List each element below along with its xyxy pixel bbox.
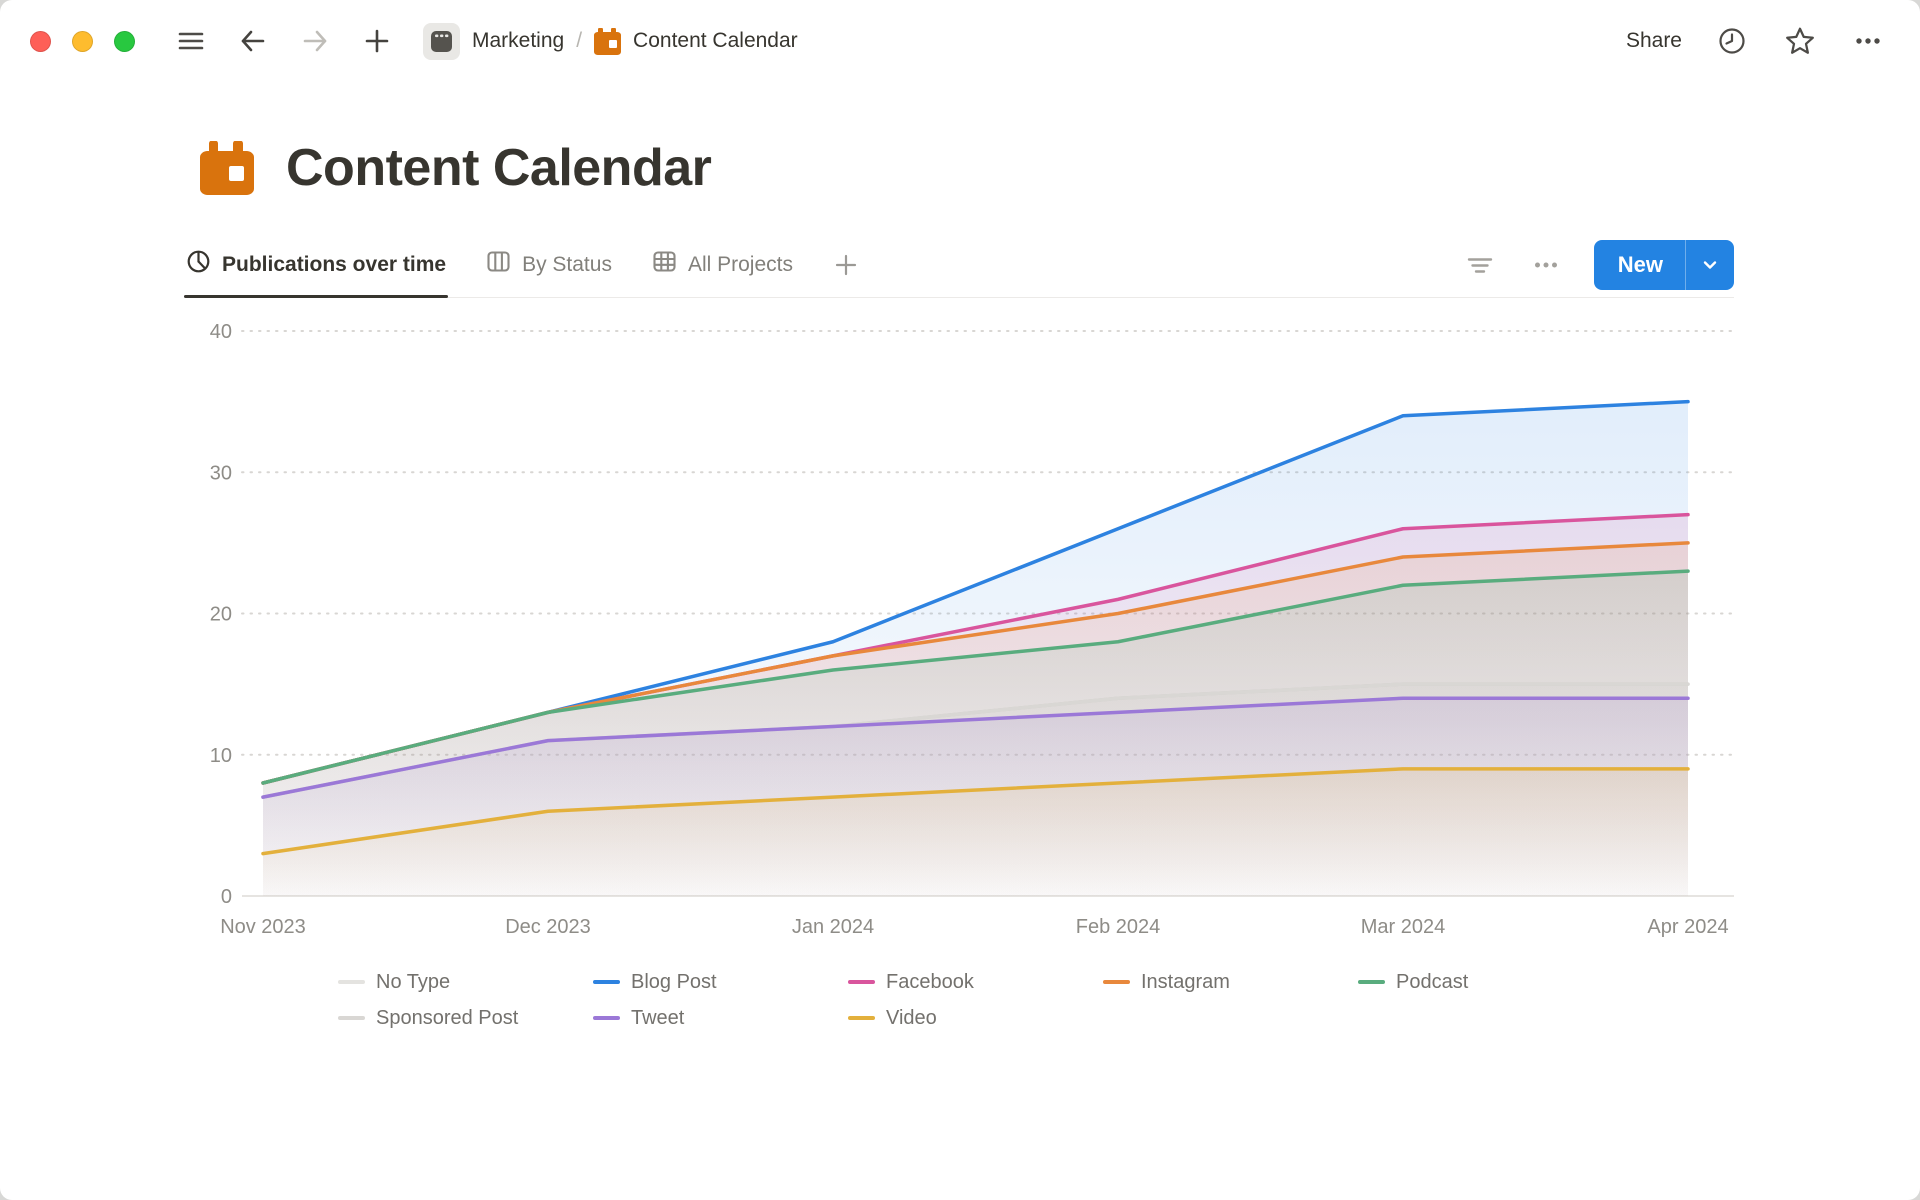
legend-swatch <box>1358 980 1385 984</box>
tab-label: All Projects <box>687 252 793 276</box>
sidebar-menu-icon[interactable] <box>173 23 209 59</box>
chart-legend: No Type Blog Post Facebook Instagram Podcast… <box>186 964 1734 1036</box>
legend-label: Instagram <box>1141 970 1230 993</box>
back-arrow-icon[interactable] <box>235 23 271 59</box>
page-calendar-icon[interactable] <box>200 141 254 195</box>
updates-clock-icon[interactable] <box>1714 23 1750 59</box>
y-axis-tick-label: 40 <box>210 321 232 343</box>
legend-label: No Type <box>376 970 451 993</box>
legend-label: Podcast <box>1396 970 1469 993</box>
x-axis-tick-label: Mar 2024 <box>1361 916 1446 938</box>
legend-item-facebook: Facebook <box>848 964 1103 1000</box>
favorite-star-icon[interactable] <box>1782 23 1818 59</box>
legend-row: Sponsored Post Tweet Video <box>338 1000 1734 1036</box>
filter-sort-icon[interactable] <box>1462 247 1498 283</box>
view-tabs-bar: Publications over time By Status All Pro… <box>183 232 1734 298</box>
view-more-options-icon[interactable] <box>1528 247 1564 283</box>
legend-swatch <box>338 1016 365 1020</box>
page-header: Content Calendar <box>186 138 1734 198</box>
legend-item-blog-post: Blog Post <box>593 964 848 1000</box>
new-button-label[interactable]: New <box>1617 251 1663 277</box>
y-axis-tick-label: 10 <box>210 745 232 767</box>
legend-swatch <box>848 1016 875 1020</box>
legend-label: Facebook <box>886 970 974 993</box>
breadcrumb-separator: / <box>576 29 583 52</box>
legend-swatch <box>848 980 875 984</box>
legend-item-tweet: Tweet <box>593 1000 848 1036</box>
new-button-chevron-down-icon[interactable] <box>1686 240 1734 290</box>
new-page-plus-icon[interactable] <box>359 23 395 59</box>
legend-swatch <box>338 980 365 984</box>
publications-area-chart: 0 10 20 30 40 Nov 2023 Dec 2023 Jan 2024 Feb 202… <box>210 321 1735 938</box>
line-video <box>261 767 1690 856</box>
traffic-lights <box>30 30 135 52</box>
board-columns-icon <box>486 249 511 280</box>
legend-swatch <box>593 980 620 984</box>
share-button[interactable]: Share <box>1625 29 1682 52</box>
legend-label: Sponsored Post <box>376 1006 519 1029</box>
line-tweet <box>261 696 1690 799</box>
calendar-icon <box>594 27 622 55</box>
zoom-window-button[interactable] <box>114 30 135 52</box>
area-video <box>263 768 1688 896</box>
tab-label: Publications over time <box>222 252 447 276</box>
legend-row: No Type Blog Post Facebook Instagram Podcast <box>338 964 1734 1000</box>
x-axis-tick-label: Feb 2024 <box>1076 916 1161 938</box>
breadcrumb-workspace[interactable]: Marketing <box>472 29 565 52</box>
legend-swatch <box>1103 980 1130 984</box>
table-icon <box>652 249 677 280</box>
forward-arrow-icon[interactable] <box>297 23 333 59</box>
line-podcast <box>261 569 1690 785</box>
legend-label: Blog Post <box>631 970 717 993</box>
x-axis-tick-label: Apr 2024 <box>1647 916 1728 938</box>
legend-item-no-type: No Type <box>338 964 593 1000</box>
legend-label: Tweet <box>631 1006 685 1029</box>
x-axis-tick-label: Nov 2023 <box>220 916 306 938</box>
pie-chart-icon <box>186 249 211 280</box>
legend-item-video: Video <box>848 1000 1103 1036</box>
tab-label: By Status <box>522 252 612 276</box>
y-axis-tick-label: 30 <box>210 462 232 484</box>
minimize-window-button[interactable] <box>72 30 93 52</box>
breadcrumb: Marketing / Content Calendar <box>423 22 798 60</box>
new-record-button[interactable]: New <box>1593 239 1734 290</box>
y-axis-tick-label: 20 <box>210 604 232 626</box>
window-topbar: Marketing / Content Calendar Share <box>0 0 1920 82</box>
add-view-plus-icon[interactable] <box>833 252 859 278</box>
breadcrumb-page[interactable]: Content Calendar <box>633 29 798 52</box>
legend-item-podcast: Podcast <box>1358 964 1613 1000</box>
new-button-divider <box>1685 239 1686 290</box>
x-axis-tick-label: Jan 2024 <box>792 916 874 938</box>
legend-item-instagram: Instagram <box>1103 964 1358 1000</box>
legend-item-sponsored-post: Sponsored Post <box>338 1000 593 1036</box>
x-axis-tick-label: Dec 2023 <box>505 916 591 938</box>
page-title[interactable]: Content Calendar <box>286 139 712 197</box>
teamspace-icon[interactable] <box>423 22 460 60</box>
tab-all-projects[interactable]: All Projects <box>652 232 793 297</box>
legend-swatch <box>593 1016 620 1020</box>
legend-label: Video <box>886 1006 937 1029</box>
more-options-icon[interactable] <box>1850 23 1886 59</box>
tab-by-status[interactable]: By Status <box>486 232 612 297</box>
close-window-button[interactable] <box>30 30 51 52</box>
publications-chart: 0 10 20 30 40 Nov 2023 Dec 2023 Jan 2024 Feb 202… <box>186 308 1735 1036</box>
tab-publications-over-time[interactable]: Publications over time <box>183 232 449 298</box>
y-axis-tick-label: 0 <box>221 886 232 908</box>
